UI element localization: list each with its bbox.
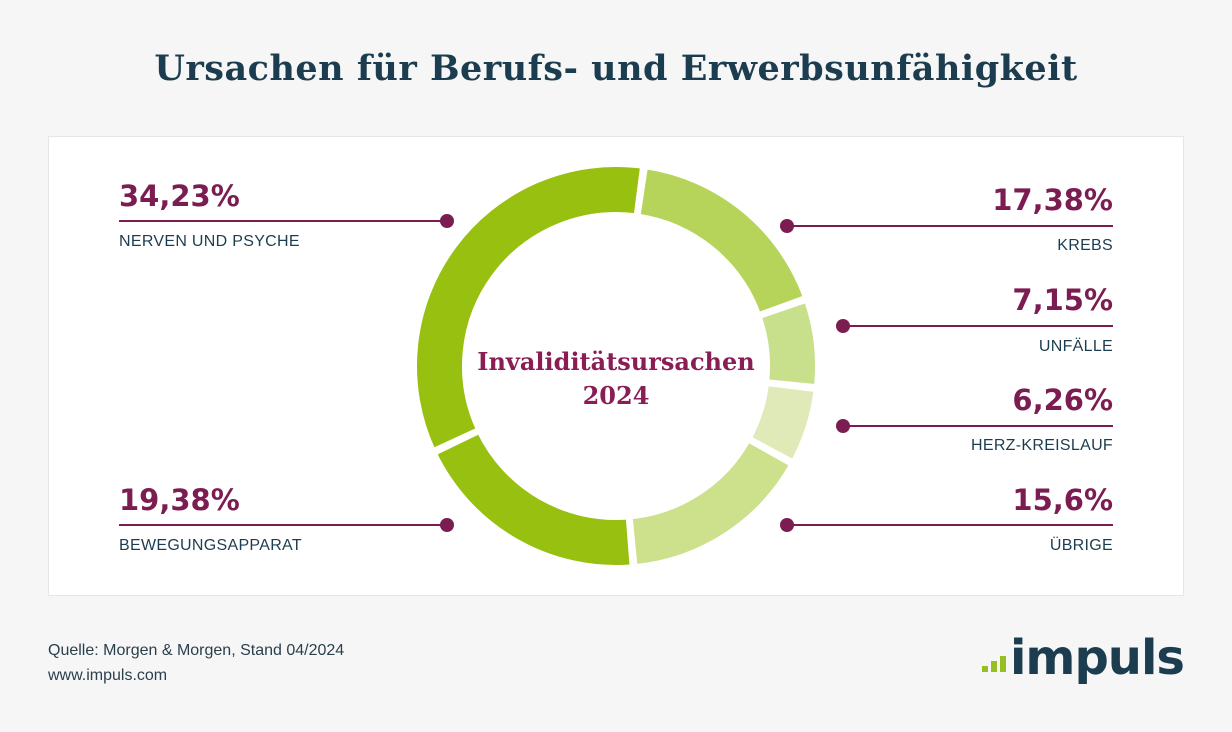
- slice-value-uebrige: 15,6%: [1012, 483, 1113, 517]
- center-label-line2: 2024: [582, 381, 650, 410]
- impuls-logo[interactable]: impuls: [981, 626, 1185, 686]
- leader-dot: [836, 319, 850, 333]
- chart-title: Ursachen für Berufs- und Erwerbsunfähigk…: [154, 48, 1078, 89]
- slice-label-krebs: KREBS: [1057, 237, 1113, 254]
- slice-label-uebrige: ÜBRIGE: [1049, 537, 1113, 554]
- leader-line-nerven: [119, 214, 454, 228]
- center-label-line1: Invaliditätsursachen: [477, 347, 755, 376]
- leader-dot: [780, 518, 794, 532]
- slice-bewegung: [432, 429, 634, 569]
- leader-line-uebrige: [780, 518, 1113, 532]
- slice-herz: [747, 381, 818, 464]
- footer: Quelle: Morgen & Morgen, Stand 04/2024 w…: [48, 638, 344, 688]
- slice-label-unfaelle: UNFÄLLE: [1038, 338, 1113, 355]
- leader-dot: [780, 219, 794, 233]
- slice-unfaelle: [757, 298, 819, 389]
- logo-text: impuls: [1009, 630, 1185, 686]
- slice-nerven: [413, 163, 645, 453]
- slice-uebrige: [628, 437, 794, 569]
- slice-label-herz: HERZ-KREISLAUF: [971, 437, 1113, 454]
- slice-value-nerven: 34,23%: [119, 179, 240, 213]
- source-text: Quelle: Morgen & Morgen, Stand 04/2024: [48, 642, 345, 659]
- leader-line-bewegung: [119, 518, 454, 532]
- leader-line-herz: [836, 419, 1113, 433]
- slice-value-krebs: 17,38%: [992, 183, 1113, 217]
- website-link[interactable]: www.impuls.com: [48, 667, 168, 684]
- slice-value-unfaelle: 7,15%: [1012, 283, 1113, 317]
- leader-dot: [440, 518, 454, 532]
- leader-line-unfaelle: [836, 319, 1113, 333]
- leader-dot: [440, 214, 454, 228]
- donut-chart: [119, 163, 1113, 569]
- slice-label-nerven: NERVEN UND PSYCHE: [119, 233, 300, 250]
- donut-center-label: Invaliditätsursachen 2024: [429, 345, 803, 413]
- leader-line-krebs: [780, 219, 1113, 233]
- logo-bars-icon: [981, 656, 1006, 672]
- slice-krebs: [636, 164, 808, 317]
- leader-dot: [836, 419, 850, 433]
- slice-value-herz: 6,26%: [1012, 383, 1113, 417]
- slice-value-bewegung: 19,38%: [119, 483, 240, 517]
- chart-card: Invaliditätsursachen 2024 34,23% NERVEN …: [48, 136, 1184, 596]
- slice-label-bewegung: BEWEGUNGSAPPARAT: [119, 537, 302, 554]
